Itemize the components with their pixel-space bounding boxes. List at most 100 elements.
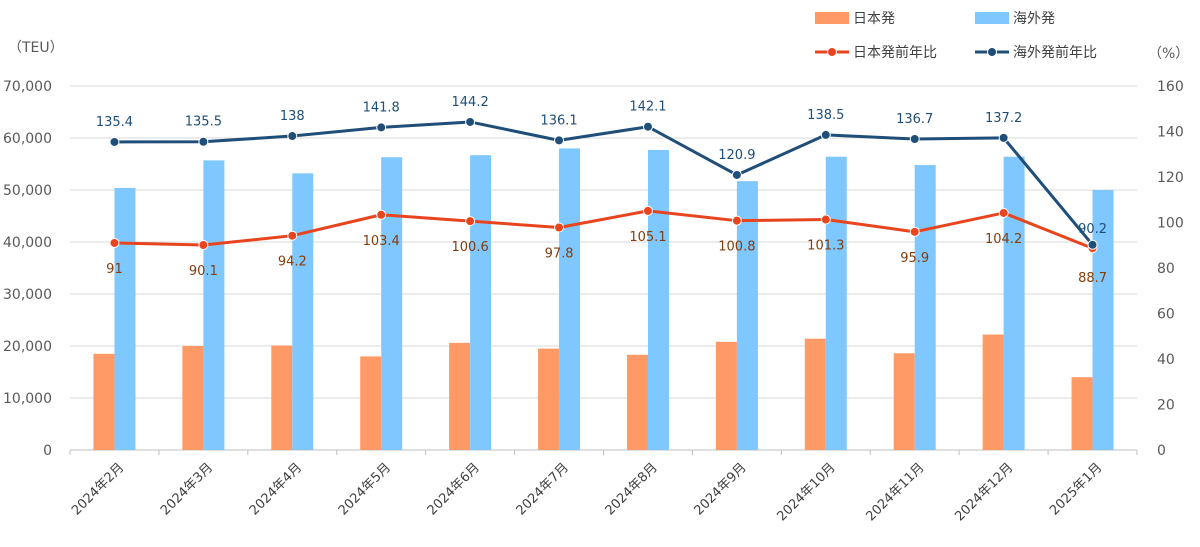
- data-label: 138: [280, 109, 305, 124]
- bar: [1071, 377, 1093, 450]
- line-marker: [998, 132, 1009, 143]
- x-axis-category-label: 2025年1月: [1047, 460, 1105, 518]
- bar: [647, 149, 669, 450]
- data-label: 103.4: [363, 234, 400, 249]
- line-marker: [287, 230, 298, 241]
- bar-series: [93, 148, 1114, 451]
- legend-swatch: [975, 12, 1009, 24]
- x-axis-category-label: 2024年9月: [691, 460, 749, 518]
- data-label: 94.2: [278, 255, 307, 270]
- line-marker: [909, 226, 920, 237]
- data-label: 101.3: [807, 239, 844, 254]
- right-axis-tick-label: 20: [1157, 398, 1175, 414]
- line-marker: [731, 169, 742, 180]
- bar: [893, 353, 915, 450]
- left-axis-tick-label: 40,000: [3, 235, 52, 251]
- data-label: 95.9: [900, 251, 929, 266]
- line-marker: [376, 209, 387, 220]
- bar: [715, 341, 737, 450]
- line-marker: [554, 135, 565, 146]
- bar: [982, 334, 1004, 450]
- right-axis-tick-label: 120: [1157, 170, 1184, 186]
- x-axis-category-label: 2024年4月: [247, 460, 305, 518]
- line-marker: [109, 237, 120, 248]
- data-label: 97.8: [545, 247, 574, 262]
- right-axis-tick-label: 60: [1157, 307, 1175, 323]
- line-marker: [1087, 239, 1098, 250]
- line-marker: [998, 207, 1009, 218]
- right-axis-tick-label: 100: [1157, 216, 1184, 232]
- bar: [825, 156, 847, 450]
- bar: [538, 348, 560, 450]
- data-label: 141.8: [363, 100, 400, 115]
- x-axis-category-label: 2024年8月: [603, 460, 661, 518]
- x-axis-category-label: 2024年10月: [775, 460, 839, 524]
- bar: [360, 356, 382, 450]
- data-label: 120.9: [718, 148, 755, 163]
- data-label: 100.6: [452, 240, 489, 255]
- right-axis-tick-label: 140: [1157, 125, 1184, 141]
- left-axis-tick-label: 10,000: [3, 391, 52, 407]
- left-axis-unit: （TEU）: [8, 40, 64, 56]
- x-axis-category-label: 2024年12月: [952, 460, 1016, 524]
- x-axis-category-label: 2024年3月: [158, 460, 216, 518]
- left-axis-tick-label: 30,000: [3, 287, 52, 303]
- line-marker: [642, 121, 653, 132]
- line-marker: [376, 122, 387, 133]
- data-label: 104.2: [985, 232, 1022, 247]
- bar: [559, 148, 581, 450]
- series-line: [114, 120, 1094, 246]
- legend-marker: [827, 47, 837, 57]
- line-marker: [198, 240, 209, 251]
- line-marker: [465, 216, 476, 227]
- series-line: [114, 209, 1094, 250]
- line-marker: [109, 136, 120, 147]
- data-label: 142.1: [629, 100, 666, 115]
- line-marker: [820, 129, 831, 140]
- x-axis-category-label: 2024年5月: [336, 460, 394, 518]
- data-label: 135.5: [185, 115, 222, 130]
- bar: [449, 342, 471, 450]
- left-axis-tick-label: 60,000: [3, 131, 52, 147]
- right-axis-tick-label: 40: [1157, 352, 1175, 368]
- data-label: 136.1: [540, 113, 577, 128]
- legend-label: 日本発前年比: [853, 44, 937, 61]
- data-label: 90.1: [189, 264, 218, 279]
- right-axis-tick-label: 160: [1157, 79, 1184, 95]
- bar: [626, 354, 648, 450]
- data-label: 91: [106, 262, 123, 277]
- data-label: 100.8: [718, 240, 755, 255]
- data-label: 136.7: [896, 112, 933, 127]
- bar: [914, 165, 936, 451]
- bar: [292, 173, 314, 451]
- left-axis-tick-label: 20,000: [3, 339, 52, 355]
- data-labels: 91 90.1 94.2 103.4 100.6 97.8 105.1 100.8 101.3 9…: [96, 95, 1107, 286]
- line-marker: [909, 134, 920, 145]
- left-axis-tick-label: 50,000: [3, 183, 52, 199]
- bar: [271, 345, 293, 450]
- legend-swatch: [815, 12, 849, 24]
- bar: [1003, 156, 1025, 450]
- data-label: 105.1: [629, 230, 666, 245]
- bar: [381, 157, 403, 451]
- x-axis-category-label: 2024年7月: [514, 460, 572, 518]
- bar: [182, 346, 204, 450]
- data-label: 138.5: [807, 108, 844, 123]
- legend-label: 海外発: [1013, 11, 1055, 27]
- data-label: 137.2: [985, 111, 1022, 126]
- data-label: 88.7: [1078, 271, 1107, 286]
- legend-label: 日本発: [853, 11, 895, 27]
- line-series: [109, 116, 1098, 254]
- x-axis-category-label: 2024年11月: [863, 460, 927, 524]
- line-marker: [820, 214, 831, 225]
- line-marker: [198, 136, 209, 147]
- bar: [93, 353, 115, 450]
- left-axis-tick-label: 0: [43, 443, 52, 459]
- left-axis-tick-label: 70,000: [3, 79, 52, 95]
- data-label: 135.4: [96, 115, 133, 130]
- bar: [470, 155, 492, 450]
- right-axis-tick-label: 80: [1157, 261, 1175, 277]
- bar: [1092, 190, 1114, 450]
